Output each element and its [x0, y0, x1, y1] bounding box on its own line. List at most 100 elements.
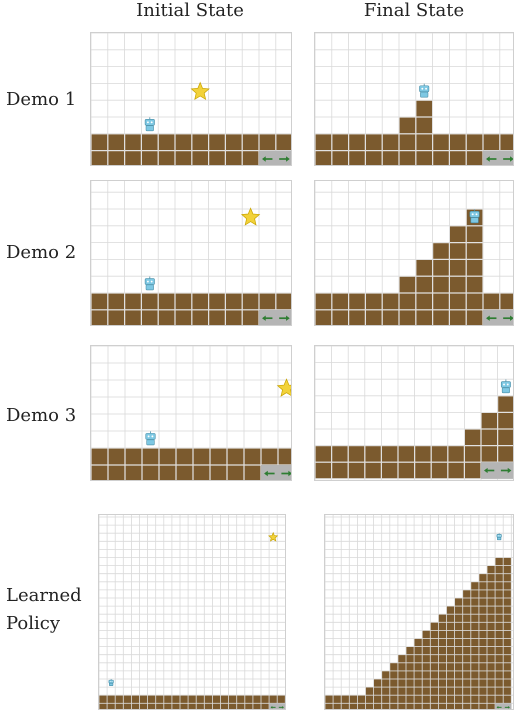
stair-tile [414, 655, 422, 663]
ground-tile [237, 695, 245, 703]
ground-tile [433, 310, 449, 325]
stair-tile [495, 557, 503, 566]
ground-tile [399, 151, 416, 165]
stair-tile [455, 614, 463, 622]
ground-tile [148, 695, 156, 703]
ground-tile [259, 293, 276, 310]
demo-2-label: Demo 2 [6, 242, 77, 263]
stair-tile [495, 606, 503, 614]
stair-tile [406, 671, 414, 679]
ground-tile [466, 151, 483, 165]
stair-tile [479, 574, 487, 582]
ground-tile [204, 695, 212, 703]
stair-tile [479, 582, 487, 590]
ground-tile [498, 446, 513, 462]
stair-tile [398, 671, 406, 679]
stair-tile [466, 226, 483, 242]
ground-tile [463, 703, 471, 709]
ground-tile [261, 703, 269, 709]
star-icon [240, 207, 261, 226]
ground-tile [276, 134, 291, 150]
ground-tile [422, 703, 430, 709]
stair-tile [422, 663, 430, 671]
stair-tile [503, 687, 511, 695]
stair-tile [438, 638, 447, 647]
ground-tile [108, 151, 124, 165]
ground-tile [220, 703, 229, 709]
stair-tile [479, 655, 487, 663]
ground-tile [175, 293, 192, 310]
stair-tile [495, 663, 503, 671]
ground-tile [242, 293, 259, 310]
ground-tile [227, 465, 244, 480]
ground-tile [276, 293, 291, 310]
ground-tile [91, 310, 108, 325]
stair-tile [503, 582, 511, 590]
ground-tile [204, 703, 212, 709]
stair-tile [503, 566, 511, 574]
ground-tile [390, 695, 398, 703]
stair-tile [487, 687, 495, 695]
stair-tile [487, 574, 495, 582]
ground-tile [209, 134, 225, 150]
ground-tile [466, 134, 483, 150]
stair-tile [398, 655, 406, 663]
stair-tile [416, 100, 432, 117]
ground-tile [212, 695, 221, 703]
move-arrows [495, 703, 512, 709]
stair-tile [495, 630, 503, 639]
stair-tile [463, 655, 471, 663]
stair-tile [495, 671, 503, 679]
stair-tile [495, 598, 503, 606]
move-arrows [483, 150, 513, 165]
ground-tile [209, 151, 225, 165]
stair-tile [495, 574, 503, 582]
stair-tile [446, 671, 455, 679]
ground-tile [131, 703, 140, 709]
ground-tile [180, 695, 188, 703]
ground-tile [500, 134, 513, 150]
ground-tile [481, 446, 497, 462]
ground-tile [332, 462, 348, 479]
ground-tile [333, 695, 341, 703]
ground-tile [450, 310, 466, 325]
ground-tile [196, 695, 204, 703]
stair-tile [446, 630, 455, 639]
move-arrows [481, 462, 513, 479]
ground-tile [333, 703, 341, 709]
ground-tile [180, 703, 188, 709]
stair-tile [422, 630, 430, 639]
stair-tile [455, 598, 463, 606]
stair-tile [430, 671, 438, 679]
stair-tile [463, 638, 471, 647]
ground-tile [158, 293, 175, 310]
ground-tile [374, 695, 382, 703]
ground-tile [382, 462, 398, 479]
stair-tile [487, 590, 495, 598]
stair-tile [390, 663, 398, 671]
stair-tile [463, 606, 471, 614]
stair-tile [406, 647, 414, 655]
demo-3-final-panel [314, 345, 514, 481]
ground-tile [455, 695, 463, 703]
stair-tile [466, 260, 483, 276]
arrow-left-icon [496, 706, 502, 709]
arrow-right-icon [504, 706, 510, 709]
stair-tile [471, 590, 479, 598]
ground-tile [382, 695, 390, 703]
stair-tile [430, 663, 438, 671]
stair-tile [438, 679, 447, 687]
arrow-left-icon [486, 156, 497, 162]
stair-tile [503, 557, 511, 566]
ground-tile [242, 134, 259, 150]
stair-tile [503, 614, 511, 622]
learned-policy-label-line2: Policy [6, 613, 60, 634]
stair-tile [503, 655, 511, 663]
ground-tile [91, 151, 108, 165]
stair-tile [450, 260, 466, 276]
ground-tile [175, 310, 192, 325]
arrow-left-icon [486, 315, 497, 321]
arrow-right-icon [500, 467, 512, 474]
stair-tile [446, 679, 455, 687]
ground-tile [91, 465, 108, 480]
